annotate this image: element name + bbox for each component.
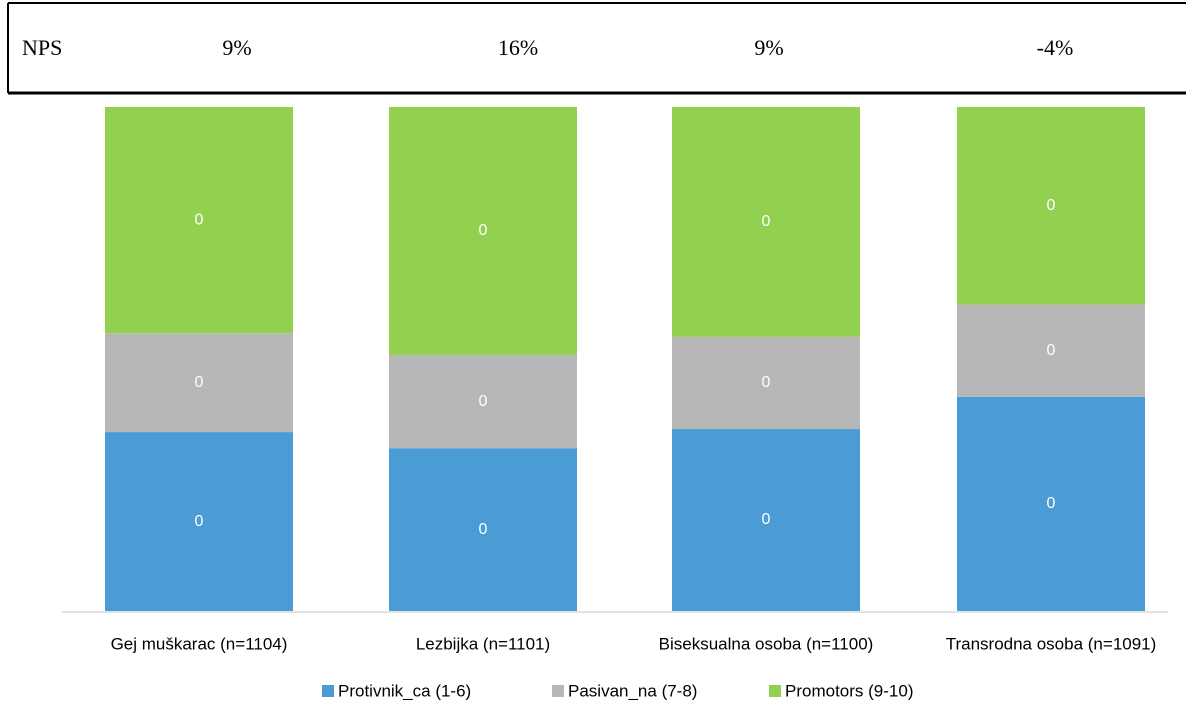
bar-segment <box>105 333 293 433</box>
data-label: 0 <box>1047 495 1056 512</box>
legend-label: Protivnik_ca (1-6) <box>338 681 471 700</box>
data-label: 0 <box>762 374 771 391</box>
legend-label: Promotors (9-10) <box>785 681 913 700</box>
nps-value: 9% <box>754 35 783 60</box>
data-label: 0 <box>479 521 488 538</box>
data-label: 0 <box>1047 342 1056 359</box>
data-label: 0 <box>762 213 771 230</box>
bar-segment <box>672 107 860 337</box>
x-tick-label: Biseksualna osoba (n=1100) <box>659 634 874 653</box>
bar-segment <box>957 304 1145 397</box>
data-label: 0 <box>1047 197 1056 214</box>
bar-segment <box>957 396 1145 611</box>
nps-value: 9% <box>222 35 251 60</box>
bar-segment <box>389 448 577 611</box>
bar-segment <box>105 107 293 334</box>
bar-segment <box>389 107 577 355</box>
legend-label: Pasivan_na (7-8) <box>568 681 697 700</box>
bar-segment <box>957 107 1145 305</box>
data-label: 0 <box>195 374 204 391</box>
data-label: 0 <box>195 211 204 228</box>
data-label: 0 <box>762 511 771 528</box>
bar-segment <box>105 432 293 611</box>
legend-swatch <box>552 685 564 697</box>
x-tick-label: Lezbijka (n=1101) <box>416 634 550 653</box>
nps-value: -4% <box>1037 35 1074 60</box>
x-tick-label: Transrodna osoba (n=1091) <box>946 634 1157 653</box>
data-label: 0 <box>195 513 204 530</box>
x-tick-label: Gej muškarac (n=1104) <box>111 634 288 653</box>
data-label: 0 <box>479 393 488 410</box>
bar-segment <box>672 336 860 430</box>
bar-segment <box>389 354 577 449</box>
nps-value: 16% <box>498 35 538 60</box>
data-label: 0 <box>479 222 488 239</box>
nps-label: NPS <box>22 35 62 60</box>
legend-swatch <box>769 685 781 697</box>
legend-swatch <box>322 685 334 697</box>
bar-segment <box>672 429 860 611</box>
